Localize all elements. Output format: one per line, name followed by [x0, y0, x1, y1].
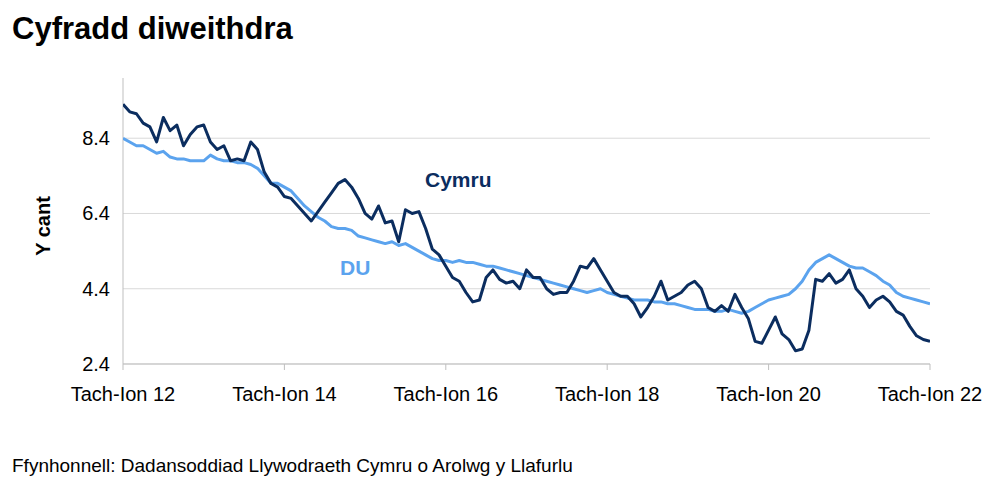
x-tick-label: Tach-Ion 20	[716, 383, 821, 405]
x-tick	[284, 364, 285, 370]
x-tick-label: Tach-Ion 16	[394, 383, 499, 405]
chart: Cyfradd diweithdra 2.4 4.4 6.4 8.4 Tach-Ion 1…	[0, 0, 1005, 490]
y-tick-label: 4.4	[82, 278, 110, 300]
x-tick	[930, 364, 931, 370]
plot-area	[123, 104, 930, 350]
y-axis	[123, 78, 124, 364]
y-tick-label: 6.4	[82, 202, 110, 224]
grid-line	[123, 213, 930, 214]
x-tick	[123, 364, 124, 370]
x-axis	[123, 364, 930, 365]
title: Cyfradd diweithdra	[12, 11, 294, 46]
series-line	[123, 138, 930, 313]
y-tick-label: 8.4	[82, 127, 110, 149]
x-tick-label: Tach-Ion 12	[71, 383, 176, 405]
legend-label: Cymru	[425, 168, 492, 191]
series-line	[123, 104, 930, 350]
y-tick-label: 2.4	[82, 353, 110, 375]
x-tick	[445, 364, 446, 370]
x-tick	[768, 364, 769, 370]
grid-line	[123, 364, 930, 365]
y-axis-label: Y cant	[32, 196, 54, 256]
x-tick-label: Tach-Ion 14	[232, 383, 337, 405]
legend-label: DU	[340, 256, 370, 279]
x-tick-label: Tach-Ion 18	[555, 383, 660, 405]
source: Ffynhonnell: Dadansoddiad Llywodraeth Cy…	[12, 455, 573, 476]
grid-line	[123, 138, 930, 139]
x-tick-label: Tach-Ion 22	[878, 383, 983, 405]
x-tick	[607, 364, 608, 370]
grid-line	[123, 288, 930, 289]
